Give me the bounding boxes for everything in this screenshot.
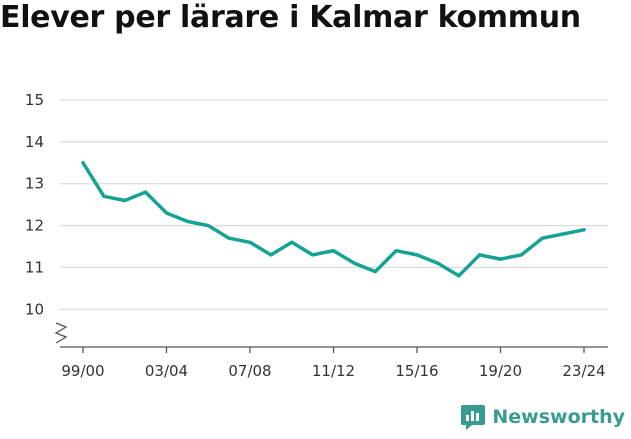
data-point-03/04 bbox=[164, 211, 169, 215]
newsworthy-logo-icon bbox=[461, 405, 486, 430]
x-tick-label-5: 19/20 bbox=[479, 362, 522, 380]
y-tick-label-13: 13 bbox=[25, 175, 44, 193]
data-point-08/09 bbox=[269, 253, 273, 257]
data-point-20/21 bbox=[519, 253, 523, 257]
data-point-17/18 bbox=[457, 274, 461, 278]
data-point-14/15 bbox=[394, 249, 398, 253]
data-point-15/16 bbox=[415, 253, 419, 257]
x-tick-label-3: 11/12 bbox=[312, 362, 355, 380]
data-point-04/05 bbox=[185, 219, 189, 224]
data-point-06/07 bbox=[227, 236, 231, 240]
gridlines bbox=[60, 99, 608, 310]
data-point-19/20 bbox=[498, 257, 503, 261]
x-tick-label-6: 23/24 bbox=[562, 362, 605, 380]
data-point-01/02 bbox=[123, 198, 127, 203]
data-point-18/19 bbox=[478, 253, 482, 257]
y-tick-label-10: 10 bbox=[25, 300, 44, 318]
brand-name: Newsworthy bbox=[492, 406, 625, 428]
data-point-02/03 bbox=[144, 190, 148, 194]
data-point-05/06 bbox=[206, 223, 210, 228]
line-chart: 10 11 12 13 14 15 99/00 03/04 07/08 11/12 15/16 19… bbox=[25, 91, 608, 380]
y-tick-label-11: 11 bbox=[25, 258, 44, 276]
data-point-07/08 bbox=[248, 240, 252, 244]
brand-logo: Newsworthy bbox=[460, 403, 625, 431]
x-axis-tick-labels: 99/00 03/04 07/08 11/12 15/16 19/20 23/24 bbox=[61, 362, 605, 380]
series-line-0 bbox=[81, 161, 586, 278]
series-group bbox=[81, 161, 586, 278]
x-axis bbox=[60, 346, 608, 353]
y-tick-label-15: 15 bbox=[25, 91, 44, 109]
axis-break-zigzag bbox=[54, 322, 68, 344]
data-point-22/23 bbox=[561, 232, 565, 236]
chart-title: Elever per lärare i Kalmar kommun bbox=[0, 0, 581, 35]
data-point-10/11 bbox=[311, 253, 315, 257]
x-tick-label-0: 99/00 bbox=[61, 362, 104, 380]
data-point-21/22 bbox=[540, 236, 544, 240]
data-point-99/00 bbox=[81, 161, 85, 165]
data-point-09/10 bbox=[290, 240, 294, 244]
x-tick-label-4: 15/16 bbox=[395, 362, 438, 380]
data-point-23/24 bbox=[582, 228, 586, 232]
x-tick-label-1: 03/04 bbox=[145, 362, 188, 380]
x-tick-label-2: 07/08 bbox=[228, 362, 271, 380]
data-point-12/13 bbox=[352, 261, 356, 265]
data-point-13/14 bbox=[373, 270, 377, 274]
axis-break-icon bbox=[54, 322, 68, 344]
data-point-11/12 bbox=[331, 249, 336, 253]
data-point-16/17 bbox=[436, 261, 440, 265]
y-tick-label-14: 14 bbox=[25, 133, 44, 151]
y-axis-tick-labels: 10 11 12 13 14 15 bbox=[25, 91, 44, 318]
y-tick-label-12: 12 bbox=[25, 217, 44, 235]
data-point-00/01 bbox=[102, 194, 106, 198]
